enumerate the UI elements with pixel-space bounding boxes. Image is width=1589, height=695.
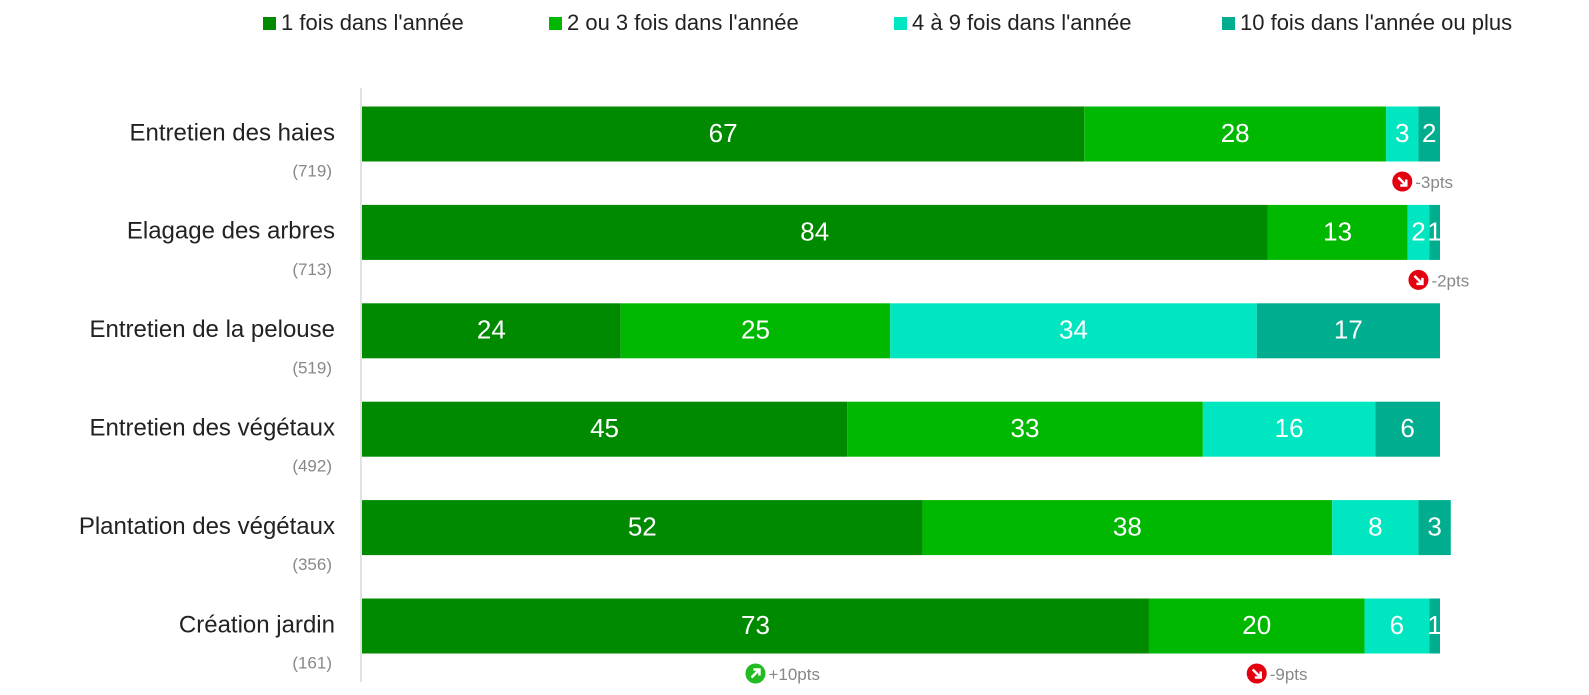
value-label: 67 <box>709 118 738 148</box>
bar-segment <box>1429 598 1440 654</box>
bar-segment <box>620 303 891 359</box>
bar-segment <box>362 598 1149 654</box>
legend-label: 10 fois dans l'année ou plus <box>1240 10 1512 35</box>
bar-segment <box>847 401 1203 457</box>
bar-segment <box>1386 106 1419 162</box>
value-label: 2 <box>1411 216 1425 246</box>
value-label: 6 <box>1400 413 1414 443</box>
trend-icon-arrow <box>750 668 761 679</box>
annotation: -3pts <box>1415 173 1453 192</box>
bar-segment <box>1418 106 1440 162</box>
trend-icon <box>1392 171 1413 192</box>
value-label: 20 <box>1242 610 1271 640</box>
value-label: 3 <box>1395 118 1409 148</box>
value-label: 1 <box>1427 216 1441 246</box>
value-label: 3 <box>1427 511 1441 541</box>
bar-segment <box>362 500 923 556</box>
bar-segment <box>362 303 621 359</box>
bar-segment <box>1332 500 1419 556</box>
value-label: 45 <box>590 413 619 443</box>
category-note: (713) <box>292 260 332 279</box>
category-note: (161) <box>292 653 332 672</box>
value-label: 25 <box>741 315 770 345</box>
value-label: 84 <box>800 216 829 246</box>
category-label: Création jardin <box>179 611 335 638</box>
value-label: 24 <box>477 315 506 345</box>
legend-swatch <box>263 17 276 30</box>
category-label: Entretien de la pelouse <box>89 316 335 343</box>
value-label: 6 <box>1390 610 1404 640</box>
bar-segment <box>362 204 1268 260</box>
trend-icon <box>1246 663 1267 684</box>
trend-icon-arrow <box>1397 176 1408 187</box>
legend-label: 2 ou 3 fois dans l'année <box>567 10 799 35</box>
legend-swatch <box>1222 17 1235 30</box>
annotation: +10pts <box>768 665 820 684</box>
category-note: (519) <box>292 358 332 377</box>
bar-segment <box>1256 303 1440 359</box>
value-label: 1 <box>1427 610 1441 640</box>
bar-segment <box>922 500 1333 556</box>
bar-segment <box>362 401 848 457</box>
bar-segment <box>1148 598 1365 654</box>
value-label: 52 <box>628 511 657 541</box>
category-note: (356) <box>292 555 332 574</box>
category-note: (492) <box>292 457 332 476</box>
bar-segment <box>1202 401 1376 457</box>
category-label: Entretien des végétaux <box>90 415 336 442</box>
value-label: 38 <box>1113 511 1142 541</box>
value-label: 17 <box>1334 315 1363 345</box>
category-note: (719) <box>292 161 332 180</box>
value-label: 2 <box>1422 118 1436 148</box>
bar-segment <box>1429 204 1440 260</box>
annotation: -9pts <box>1270 665 1308 684</box>
annotation: -2pts <box>1431 271 1469 290</box>
category-label: Elagage des arbres <box>127 218 335 245</box>
bar-segment <box>1407 204 1430 260</box>
bar-segment <box>362 106 1085 162</box>
bar-segment <box>1084 106 1387 162</box>
value-label: 34 <box>1059 315 1088 345</box>
trend-icon <box>1408 269 1429 290</box>
value-label: 8 <box>1368 511 1382 541</box>
legend-swatch <box>894 17 907 30</box>
bar-segment <box>1267 204 1408 260</box>
legend-swatch <box>549 17 562 30</box>
bar-segment <box>1418 500 1451 556</box>
value-label: 16 <box>1275 413 1304 443</box>
legend-label: 1 fois dans l'année <box>281 10 464 35</box>
bar-segment <box>1375 401 1440 457</box>
legend-label: 4 à 9 fois dans l'année <box>912 10 1131 35</box>
bar-segment <box>1364 598 1430 654</box>
category-label: Entretien des haies <box>130 119 335 146</box>
value-label: 33 <box>1011 413 1040 443</box>
bar-segment <box>890 303 1257 359</box>
trend-icon-arrow <box>1413 275 1424 286</box>
category-label: Plantation des végétaux <box>79 513 335 540</box>
value-label: 28 <box>1221 118 1250 148</box>
value-label: 73 <box>741 610 770 640</box>
trend-icon-arrow <box>1251 668 1262 679</box>
value-label: 13 <box>1323 216 1352 246</box>
trend-icon <box>745 663 766 684</box>
